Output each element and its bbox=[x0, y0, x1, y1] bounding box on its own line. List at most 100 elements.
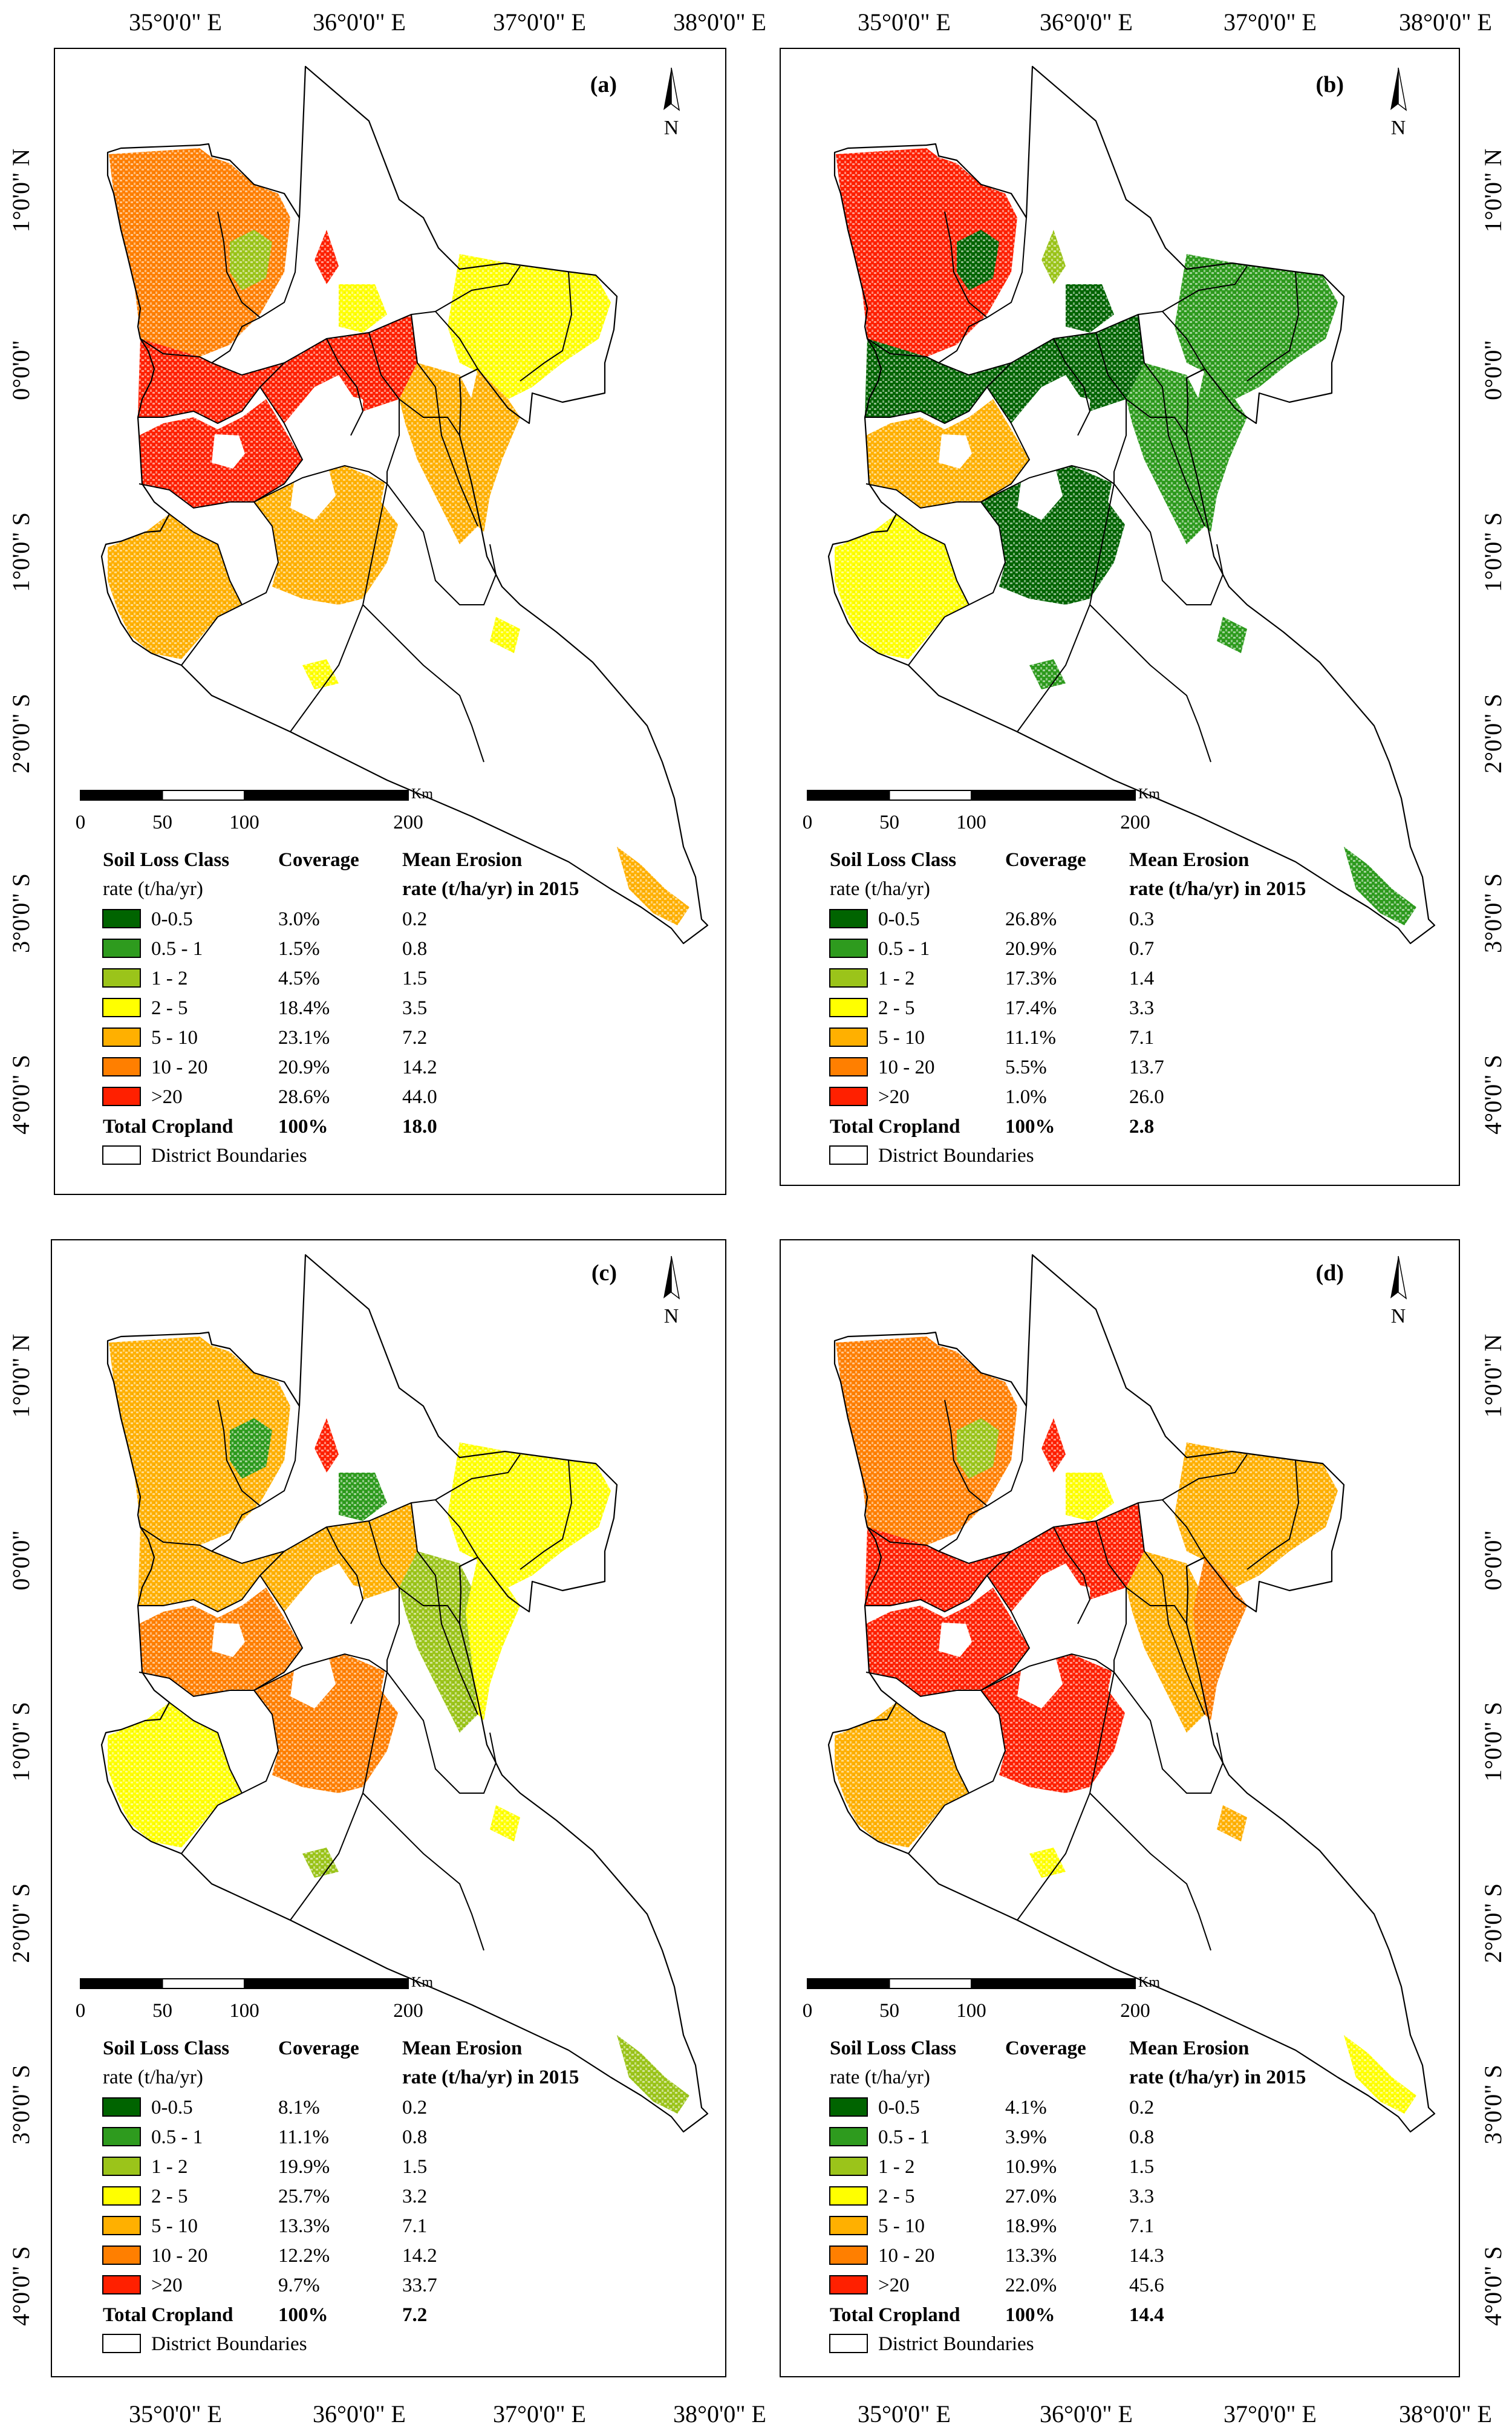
district-boundary bbox=[411, 314, 478, 527]
scale-bar-unit: Km bbox=[1138, 786, 1160, 802]
scale-bar-segment bbox=[888, 790, 972, 801]
legend-class-label: 1 - 2 bbox=[151, 968, 188, 989]
bottom-axis-label: 37°0'0" E bbox=[1224, 2400, 1317, 2428]
legend-coverage-value: 9.7% bbox=[278, 2275, 320, 2296]
legend-coverage-value: 11.1% bbox=[1005, 1027, 1056, 1049]
legend-swatch bbox=[829, 2216, 868, 2235]
district-boundary bbox=[140, 310, 478, 376]
top-axis-labels: 35°0'0" E 36°0'0" E 37°0'0" E 38°0'0" E … bbox=[129, 8, 1492, 36]
north-arrow-icon bbox=[1398, 67, 1407, 111]
legend-header-coverage: Coverage bbox=[1005, 2037, 1086, 2059]
district-boundary bbox=[896, 513, 969, 605]
legend-swatch bbox=[102, 1027, 141, 1047]
legend-erosion-value: 7.1 bbox=[1129, 1027, 1154, 1049]
bottom-axis-label: 37°0'0" E bbox=[493, 2400, 586, 2428]
left-axis-label: 1°0'0" N bbox=[7, 1334, 34, 1418]
legend-total-erosion: 18.0 bbox=[402, 1116, 437, 1138]
district-boundary bbox=[1126, 1587, 1187, 1624]
legend-swatch bbox=[829, 2186, 868, 2206]
legend-erosion-value: 45.6 bbox=[1129, 2275, 1164, 2296]
legend-coverage-value: 18.4% bbox=[278, 997, 330, 1019]
district-boundary bbox=[138, 1672, 279, 1806]
district-boundary bbox=[865, 1672, 1006, 1806]
cropland-texture bbox=[1175, 1442, 1338, 1588]
non-cropland-area bbox=[1108, 472, 1150, 526]
legend-header-class: Soil Loss Class bbox=[103, 2037, 229, 2059]
non-cropland-area bbox=[1223, 520, 1253, 562]
legend-header-erosion: Mean Erosion bbox=[402, 2037, 522, 2059]
legend-swatch bbox=[829, 2245, 868, 2265]
legend-total-coverage: 100% bbox=[1005, 1116, 1055, 1138]
legend-swatch bbox=[102, 1057, 141, 1076]
legend-coverage-value: 23.1% bbox=[278, 1027, 330, 1049]
district-boundary bbox=[1138, 1502, 1205, 1715]
panel-frame bbox=[780, 1239, 1460, 2377]
legend-swatch bbox=[102, 939, 141, 958]
legend-coverage-value: 10.9% bbox=[1005, 2156, 1057, 2178]
map-panels: (a) N Km 0 50 100 200 Soil Loss Class rate (t/ha… bbox=[51, 48, 1460, 2377]
cropland-texture bbox=[1029, 1848, 1066, 1878]
non-cropland-area bbox=[212, 1623, 245, 1657]
legend-header-class-unit: rate (t/ha/yr) bbox=[103, 2066, 203, 2088]
map-panel: (b) N Km 0 50 100 200 Soil Loss Class rate (t/ha… bbox=[780, 48, 1460, 1186]
legend-swatch bbox=[102, 2097, 141, 2117]
cropland-texture bbox=[314, 230, 339, 284]
cropland-texture bbox=[466, 1557, 520, 1721]
non-cropland-area bbox=[339, 1581, 363, 1612]
panel-frame bbox=[51, 1239, 726, 2377]
district-boundary bbox=[362, 604, 484, 763]
non-cropland-area bbox=[496, 1708, 526, 1751]
district-boundary bbox=[1095, 332, 1224, 605]
panel-label: (c) bbox=[591, 1260, 617, 1286]
legend-header-class: Soil Loss Class bbox=[830, 849, 956, 871]
district-boundary bbox=[217, 211, 261, 318]
cropland-texture bbox=[1344, 847, 1416, 925]
right-axis-label: 3°0'0" S bbox=[1479, 873, 1507, 953]
panel-frame bbox=[780, 48, 1460, 1186]
district-boundary bbox=[362, 1793, 484, 1951]
legend-erosion-value: 44.0 bbox=[402, 1086, 437, 1108]
scale-bar-segment bbox=[807, 1978, 890, 1989]
legend-class-label: 0-0.5 bbox=[151, 2097, 193, 2118]
bottom-axis-label: 38°0'0" E bbox=[673, 2400, 766, 2428]
district-boundary bbox=[326, 1526, 364, 1624]
district-boundary bbox=[368, 1520, 497, 1794]
right-axis-label: 0°0'0" bbox=[1479, 1530, 1507, 1591]
non-cropland-area bbox=[290, 1649, 336, 1708]
cropland-texture bbox=[302, 1848, 339, 1878]
legend-class-label: 0-0.5 bbox=[151, 908, 193, 930]
legend-class-label: 0.5 - 1 bbox=[878, 2126, 930, 2148]
north-arrow-icon bbox=[663, 68, 671, 110]
scale-bar-tick-label: 50 bbox=[879, 2000, 899, 2022]
legend-coverage-value: 5.5% bbox=[1005, 1057, 1047, 1078]
cropland-texture bbox=[1193, 1557, 1247, 1721]
legend-coverage-value: 28.6% bbox=[278, 1086, 330, 1108]
legend-header-class: Soil Loss Class bbox=[830, 2037, 956, 2059]
legend-class-label: 10 - 20 bbox=[878, 2245, 935, 2267]
legend-header-coverage: Coverage bbox=[1005, 849, 1086, 871]
legend-erosion-value: 13.7 bbox=[1129, 1057, 1164, 1078]
scale-bar-tick-label: 0 bbox=[803, 812, 813, 833]
country-outline bbox=[827, 1254, 1436, 2133]
legend-header-erosion: Mean Erosion bbox=[1129, 849, 1249, 871]
district-boundary bbox=[908, 1805, 945, 1854]
district-boundary bbox=[435, 1454, 521, 1500]
legend-boundary-swatch bbox=[829, 1145, 868, 1165]
cropland-texture bbox=[1217, 617, 1247, 653]
legend-coverage-value: 12.2% bbox=[278, 2245, 330, 2267]
legend-boundary-swatch bbox=[829, 2334, 868, 2353]
legend-coverage-value: 27.0% bbox=[1005, 2186, 1057, 2207]
legend-swatch bbox=[102, 1087, 141, 1106]
legend-class-label: 2 - 5 bbox=[151, 2186, 188, 2207]
right-axis-labels: 1°0'0" N 0°0'0" 1°0'0" S 2°0'0" S 3°0'0"… bbox=[1479, 149, 1507, 2326]
district-boundary bbox=[138, 483, 279, 617]
district-boundary bbox=[399, 1587, 460, 1624]
legend-swatch bbox=[102, 2245, 141, 2265]
cropland-texture bbox=[957, 1418, 999, 1479]
legend-class-label: >20 bbox=[878, 2275, 910, 2296]
district-boundary bbox=[980, 1653, 1115, 1691]
right-axis-label: 2°0'0" S bbox=[1479, 694, 1507, 773]
legend-coverage-value: 11.1% bbox=[278, 2126, 329, 2148]
scale-bar-segment bbox=[161, 790, 245, 801]
district-boundary bbox=[181, 616, 218, 666]
